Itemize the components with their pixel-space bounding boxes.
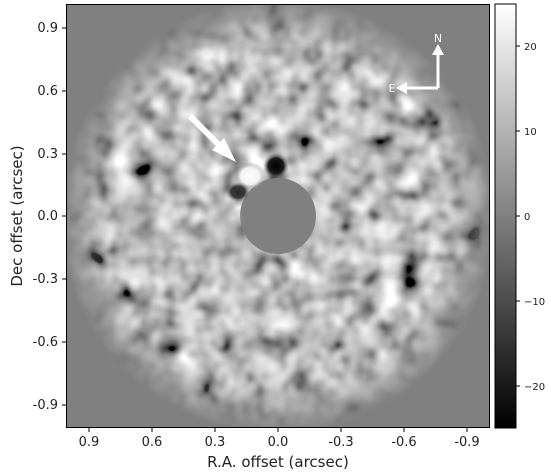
x-tick-label: 0.0 — [268, 435, 289, 450]
x-tick-label: 0.3 — [205, 435, 226, 450]
dark-lobe-2 — [226, 182, 250, 202]
compass-north-label: N — [434, 32, 442, 45]
colorbar: 20 10 0 −10 −20 — [494, 3, 545, 429]
colorbar-tick-label: 20 — [524, 42, 537, 53]
x-axis: 0.9 0.6 0.3 0.0 -0.3 -0.6 -0.9 R.A. offs… — [79, 428, 480, 471]
y-tick-label: -0.9 — [33, 398, 58, 413]
y-tick-label: 0.9 — [37, 21, 58, 36]
dark-lobe — [263, 153, 289, 179]
colorbar-tick-label: −20 — [524, 382, 545, 393]
compass-icon: N E — [389, 32, 444, 95]
colorbar-tick-label: 10 — [524, 127, 537, 138]
faint-blob — [220, 205, 246, 231]
image-panel — [67, 5, 489, 427]
y-tick-label: -0.3 — [33, 272, 58, 287]
colorbar-tick-label: −10 — [524, 297, 545, 308]
colorbar-gradient — [494, 3, 517, 429]
image-frame — [66, 4, 490, 428]
y-tick-label: 0.0 — [37, 209, 58, 224]
colorbar-tick-label: 0 — [524, 212, 530, 223]
x-tick-label: 0.9 — [79, 435, 100, 450]
y-tick-label: -0.6 — [33, 335, 58, 350]
x-tick-label: 0.6 — [142, 435, 163, 450]
y-axis-label: Dec offset (arcsec) — [8, 145, 26, 286]
pointer-arrow-icon — [187, 113, 236, 162]
y-tick-label: 0.6 — [37, 84, 58, 99]
compass-east-label: E — [389, 82, 396, 95]
x-tick-label: -0.3 — [328, 435, 353, 450]
y-axis: 0.9 0.6 0.3 0.0 -0.3 -0.6 -0.9 Dec offse… — [8, 21, 66, 413]
x-axis-label: R.A. offset (arcsec) — [207, 453, 349, 471]
x-tick-label: -0.6 — [391, 435, 416, 450]
y-tick-label: 0.3 — [37, 147, 58, 162]
residual-noise-ring — [67, 5, 489, 427]
x-tick-label: -0.9 — [454, 435, 479, 450]
